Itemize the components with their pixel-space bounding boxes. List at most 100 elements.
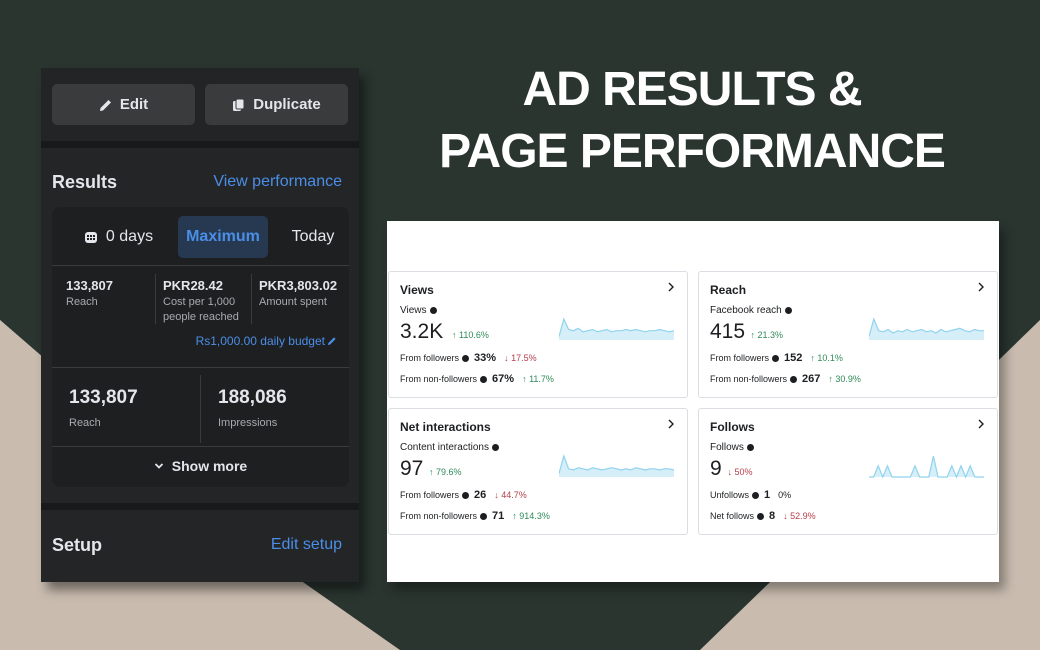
breakdown-delta-text: 30.9% — [835, 374, 861, 384]
info-icon[interactable] — [429, 307, 437, 314]
card-subtitle-text: Follows — [710, 442, 744, 453]
card-main-delta-text: 110.6% — [459, 330, 489, 340]
card-main-value: 3.2K — [400, 320, 444, 343]
breakdown-label: From non-followers — [400, 374, 478, 384]
breakdown-label: Unfollows — [710, 490, 750, 500]
duplicate-icon — [233, 98, 245, 111]
sparkline-line — [869, 317, 984, 337]
sparkline-chart — [559, 454, 674, 477]
page-performance-dashboard: Views Views 3.2K ↑ 110.6% From followers 33… — [387, 221, 999, 582]
sparkline-area — [869, 319, 984, 340]
arrow-down-icon: ↓ — [494, 490, 499, 500]
breakdown-delta-text: 44.7% — [501, 490, 527, 500]
date-range-days[interactable]: 0 days — [66, 216, 171, 258]
breakdown-label: From followers — [710, 353, 770, 363]
edit-label: Edit — [119, 96, 149, 113]
arrow-up-icon: ↑ — [429, 467, 434, 477]
breakdown-delta: ↓ 44.7% — [494, 490, 527, 500]
metric-reach-label: Reach — [66, 296, 98, 308]
arrow-up-icon: ↑ — [810, 353, 815, 363]
breakdown-delta: ↑ 10.1% — [810, 353, 843, 363]
breakdown-label: From non-followers — [710, 374, 788, 384]
info-icon[interactable] — [462, 354, 470, 362]
headline-line-1: AD RESULTS & — [522, 63, 862, 116]
view-performance-link[interactable]: View performance — [213, 173, 342, 190]
breakdown-delta-text: 0% — [778, 490, 792, 500]
card-main-delta: ↑ 110.6% — [452, 330, 489, 340]
arrow-up-icon: ↑ — [750, 330, 756, 340]
info-icon[interactable] — [462, 491, 470, 499]
edit-button[interactable]: Edit — [52, 84, 195, 125]
breakdown-row: From non-followers 71 ↑ 914.3% — [400, 510, 550, 522]
breakdown-row: From followers 33% ↓ 17.5% — [400, 352, 537, 364]
metric-reach-value: 133,807 — [66, 278, 113, 293]
follows-card[interactable]: Follows Follows 9 ↓ 50% Unfollows 1 0% Net … — [698, 408, 998, 535]
chevron-right-icon[interactable] — [977, 419, 985, 429]
breakdown-value: 267 — [802, 373, 821, 385]
card-main-value: 9 — [710, 457, 722, 480]
card-title: Follows — [710, 420, 755, 434]
info-icon[interactable] — [491, 444, 499, 451]
breakdown-value: 33% — [474, 352, 497, 364]
info-icon[interactable] — [752, 491, 760, 499]
breakdown-value: 152 — [784, 352, 803, 364]
breakdown-label: From followers — [400, 490, 460, 500]
date-range-maximum[interactable]: Maximum — [178, 216, 268, 258]
info-icon[interactable] — [784, 307, 792, 314]
arrow-down-icon: ↓ — [783, 511, 788, 521]
info-icon[interactable] — [772, 354, 780, 362]
info-icon[interactable] — [757, 512, 765, 520]
chevron-down-icon — [154, 463, 163, 469]
breakdown-label: Net follows — [710, 511, 755, 521]
breakdown-delta: ↑ 11.7% — [522, 374, 554, 384]
chevron-right-icon[interactable] — [977, 282, 985, 292]
metric-spent-label: Amount spent — [259, 296, 327, 308]
show-more-button[interactable]: Show more — [52, 458, 349, 474]
breakdown-row: From non-followers 267 ↑ 30.9% — [710, 373, 861, 385]
info-icon[interactable] — [480, 375, 488, 383]
breakdown-row: Unfollows 1 0% — [710, 489, 791, 501]
info-icon[interactable] — [480, 512, 488, 520]
card-main-delta: ↑ 79.6% — [429, 467, 462, 477]
card-subtitle-text: Facebook reach — [710, 305, 782, 316]
info-icon[interactable] — [746, 444, 754, 451]
breakdown-delta: ↓ 17.5% — [504, 353, 537, 363]
card-subtitle: Content interactions — [400, 442, 499, 453]
breakdown-delta: ↑ 30.9% — [828, 374, 861, 384]
sparkline-area — [559, 319, 674, 340]
section-divider — [41, 141, 359, 148]
section-divider — [41, 503, 359, 510]
net-interactions-card[interactable]: Net interactions Content interactions 97 ↑ … — [388, 408, 688, 535]
breakdown-delta-text: 11.7% — [529, 374, 554, 384]
views-card[interactable]: Views Views 3.2K ↑ 110.6% From followers 33… — [388, 271, 688, 398]
arrow-up-icon: ↑ — [512, 511, 517, 521]
card-subtitle: Facebook reach — [710, 305, 792, 316]
duplicate-label: Duplicate — [253, 96, 321, 113]
chevron-right-icon[interactable] — [667, 282, 675, 292]
breakdown-row: From followers 152 ↑ 10.1% — [710, 352, 843, 364]
info-icon[interactable] — [790, 375, 798, 383]
setup-title: Setup — [52, 535, 103, 555]
breakdown-delta: ↑ 914.3% — [512, 511, 550, 521]
edit-setup-link[interactable]: Edit setup — [270, 536, 342, 553]
card-main-delta: ↑ 21.3% — [751, 330, 784, 340]
sparkline-area — [559, 456, 674, 477]
duplicate-button[interactable]: Duplicate — [205, 84, 348, 125]
sparkline-line — [559, 317, 674, 337]
reach-card[interactable]: Reach Facebook reach 415 ↑ 21.3% From follo… — [698, 271, 998, 398]
breakdown-value: 71 — [492, 510, 505, 522]
breakdown-delta-text: 914.3% — [519, 511, 550, 521]
daily-budget-link[interactable]: Rs1,000.00 daily budget — [196, 334, 337, 348]
date-range-today[interactable]: Today — [291, 228, 335, 245]
breakdown-row: From non-followers 67% ↑ 11.7% — [400, 373, 554, 385]
total-reach-label: Reach — [69, 417, 101, 429]
card-subtitle: Follows — [710, 442, 754, 453]
divider — [200, 375, 201, 443]
metric-cpm-label: Cost per 1,000 people reached — [163, 296, 239, 323]
chevron-right-icon[interactable] — [667, 419, 675, 429]
total-impressions-value: 188,086 — [218, 387, 287, 408]
truncated-setup-row — [79, 576, 199, 582]
card-subtitle-text: Content interactions — [400, 442, 489, 453]
breakdown-delta: 0% — [778, 490, 791, 500]
arrow-up-icon: ↑ — [452, 330, 457, 340]
